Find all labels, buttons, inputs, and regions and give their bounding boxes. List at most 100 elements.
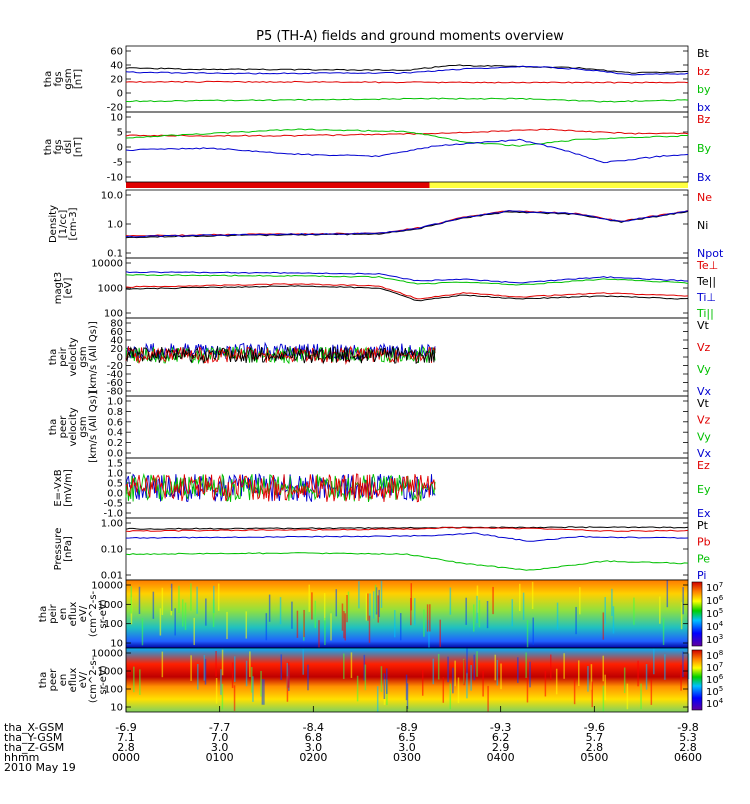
- spectro-streak: [323, 593, 326, 621]
- orbit-row-value: 2.8: [679, 741, 697, 754]
- legend-entry: Bt: [697, 47, 710, 60]
- y-tick-label: 60: [110, 327, 123, 338]
- series-Te⊥: [125, 283, 689, 300]
- y-tick-label: 0.4: [107, 428, 123, 439]
- y-tick-label: 60: [110, 47, 123, 58]
- date-label: 2010 May 19: [4, 761, 76, 774]
- spectro-streak: [152, 591, 155, 619]
- spectro-streak: [447, 656, 449, 683]
- spectro-streak: [203, 655, 206, 681]
- spectro-streak: [133, 666, 135, 693]
- spectro-streak: [226, 611, 228, 640]
- spectro-streak: [465, 597, 467, 625]
- spectro-streak: [414, 598, 416, 626]
- spectro-streak: [347, 591, 350, 619]
- y-tick-label: 10000: [91, 581, 123, 592]
- orbit-row-value: -6.9: [115, 721, 136, 734]
- spectro-streak: [429, 604, 431, 632]
- spectro-streak: [659, 596, 661, 624]
- spectro-streak: [525, 652, 527, 679]
- spectro-streak: [519, 583, 521, 612]
- spectro-streak: [311, 592, 313, 620]
- y-tick-label: 1000: [98, 667, 123, 678]
- y-axis-label: [eV]: [63, 278, 74, 299]
- orbit-row-value: -9.3: [490, 721, 511, 734]
- noisy-series: [125, 473, 436, 503]
- spectro-streak: [193, 617, 195, 646]
- spectro-streak: [380, 580, 383, 608]
- y-axis-label: peir: [58, 346, 69, 366]
- spectro-streak: [369, 593, 371, 621]
- spectrogram: [126, 580, 688, 648]
- spectro-streak: [212, 599, 215, 627]
- spectro-streak: [174, 608, 176, 636]
- y-tick-label: -10: [107, 173, 123, 184]
- legend-entry: Pb: [697, 536, 711, 549]
- spectro-streak: [421, 670, 424, 696]
- orbit-row-value: 0600: [674, 751, 702, 764]
- spectro-streak: [457, 677, 460, 704]
- orbit-row-value: 2.8: [117, 741, 135, 754]
- y-axis-label: tha: [48, 419, 59, 435]
- legend-entry: Te⊥: [696, 259, 718, 272]
- spectro-streak: [662, 617, 665, 646]
- spectro-streak: [279, 597, 282, 625]
- spectro-streak: [260, 670, 262, 697]
- spectro-streak: [406, 683, 409, 709]
- spectro-streak: [139, 669, 141, 695]
- series-By: [125, 128, 688, 147]
- noisy-series: [125, 472, 436, 503]
- spectro-streak: [234, 656, 236, 682]
- y-axis-label: peir: [48, 603, 59, 623]
- spectro-streak: [245, 611, 248, 639]
- spectro-streak: [314, 600, 317, 628]
- spectro-streak: [363, 654, 366, 681]
- spectro-streak: [426, 604, 429, 632]
- y-tick-label: 10.0: [101, 191, 123, 202]
- spectro-streak: [496, 659, 499, 686]
- legend-entry: Npot: [697, 247, 724, 260]
- spectro-streak: [161, 651, 164, 678]
- spectro-streak: [233, 685, 236, 711]
- spectro-streak: [473, 654, 475, 681]
- spectro-streak: [350, 652, 353, 678]
- spectro-streak: [161, 587, 164, 615]
- orbit-row-value: 0400: [487, 751, 515, 764]
- spectro-streak: [405, 674, 408, 701]
- spectro-streak: [205, 598, 207, 626]
- spectro-streak: [650, 679, 653, 705]
- spectro-streak: [130, 586, 133, 614]
- spectro-streak: [633, 597, 635, 625]
- spectro-streak: [556, 602, 559, 630]
- y-axis-label: tha: [38, 672, 49, 688]
- y-tick-label: 0.01: [101, 571, 123, 582]
- y-axis-label: sr-eV): [98, 599, 109, 628]
- spectro-streak: [449, 587, 452, 615]
- y-axis-label: (cm^2-s-: [88, 656, 99, 703]
- legend-entry: Pe: [697, 552, 710, 565]
- spectro-streak: [526, 620, 529, 648]
- spectro-streak: [463, 659, 465, 686]
- spectro-streak: [611, 588, 613, 616]
- legend-entry: Pi: [697, 569, 706, 582]
- legend-entry: Ex: [697, 507, 711, 520]
- series-bz: [125, 80, 689, 84]
- spectro-streak: [526, 676, 529, 703]
- y-axis-label: fgs: [53, 71, 64, 86]
- series-Bt: [125, 64, 689, 74]
- spectro-streak: [358, 581, 360, 609]
- y-tick-label: 1000: [98, 600, 123, 611]
- spectro-streak: [268, 594, 271, 622]
- y-tick-label: -80: [107, 387, 123, 398]
- y-tick-label: 1.0: [107, 469, 123, 480]
- spectro-streak: [296, 610, 299, 638]
- y-axis-label: gsm: [63, 68, 74, 89]
- orbit-row-label: tha_Y-GSM: [4, 731, 62, 744]
- panel-fgs_dsl: 10 5 0 -5 -10 tha fgs dsl [nT] Bz By Bx: [43, 111, 712, 184]
- y-axis-label: [nT]: [73, 137, 84, 157]
- legend-entry: Ni: [697, 219, 708, 232]
- spectro-streak: [680, 602, 683, 630]
- spectro-streak: [575, 606, 577, 635]
- spectro-streak: [563, 653, 565, 679]
